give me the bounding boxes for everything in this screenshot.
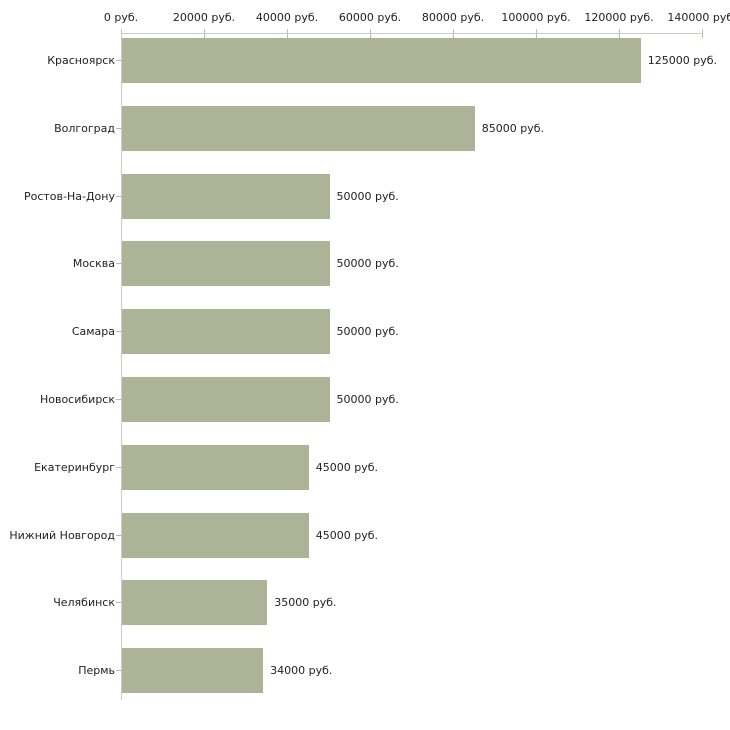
value-label: 45000 руб. <box>315 460 379 474</box>
bar-row: Ростов-На-Дону 50000 руб. <box>24 173 703 219</box>
category-label: Москва <box>72 257 115 271</box>
bar-row: Красноярск 125000 руб. <box>47 38 717 83</box>
bar-row: Волгоград 85000 руб. <box>54 105 703 151</box>
bar-row: Самара 50000 руб. <box>72 309 703 355</box>
y-axis-tick-mark <box>116 670 122 672</box>
plot-area: Красноярск 125000 руб. Волгоград 85000 руб.… <box>9 33 717 700</box>
y-axis-tick-mark <box>116 127 122 129</box>
category-label: Челябинск <box>53 596 115 610</box>
category-label: Красноярск <box>47 54 115 67</box>
value-label: 35000 руб. <box>274 596 337 610</box>
x-axis-tick-label: 80000 руб. <box>421 11 485 24</box>
bar-row: Челябинск 35000 руб. <box>53 580 703 626</box>
x-axis-tick-label: 100000 руб. <box>501 11 571 24</box>
bar <box>122 377 330 422</box>
bar-row: Екатеринбург 45000 руб. <box>34 444 703 490</box>
y-axis-tick-mark <box>116 399 122 400</box>
bar-row: Пермь 34000 руб. <box>78 648 703 694</box>
x-axis-tick-label: 60000 руб. <box>338 11 402 24</box>
value-label: 50000 руб. <box>336 257 399 271</box>
bar <box>122 38 641 83</box>
bar-row: Москва 50000 руб. <box>73 241 703 287</box>
value-label: 85000 руб. <box>481 121 545 135</box>
x-axis-tick-label: 120000 руб. <box>584 11 654 24</box>
value-label: 50000 руб. <box>336 325 399 339</box>
y-axis-tick-mark <box>116 60 122 61</box>
value-label: 50000 руб. <box>336 189 399 203</box>
y-axis-tick-mark <box>116 602 122 604</box>
category-label: Самара <box>71 325 115 339</box>
bar <box>122 105 475 151</box>
value-label: 45000 руб. <box>315 528 379 542</box>
bar <box>122 512 309 558</box>
value-label: 50000 руб. <box>336 393 399 406</box>
bar <box>122 444 309 490</box>
bar <box>122 648 264 694</box>
y-axis-tick-mark <box>116 263 122 265</box>
bar-row: Новосибирск 50000 руб. <box>40 377 703 422</box>
value-label: 34000 руб. <box>270 664 333 678</box>
x-axis-tick-label: 140000 руб. <box>667 11 730 24</box>
category-label: Новосибирск <box>39 393 115 406</box>
y-axis-tick-mark <box>116 534 122 536</box>
y-axis-tick-mark <box>116 195 122 197</box>
bar <box>122 173 330 219</box>
category-label: Екатеринбург <box>34 460 115 474</box>
x-axis-tick-label: 0 руб. <box>103 11 139 24</box>
category-label: Ростов-На-Дону <box>23 189 115 203</box>
bar <box>122 580 268 626</box>
category-label: Пермь <box>78 664 115 678</box>
x-axis-tick-label: 40000 руб. <box>255 11 319 24</box>
bar <box>122 241 330 287</box>
y-axis-tick-mark <box>116 466 122 468</box>
category-label: Нижний Новгород <box>9 528 115 542</box>
value-label: 125000 руб. <box>647 54 718 67</box>
x-axis-tick-label: 20000 руб. <box>172 11 236 24</box>
bar-row: Нижний Новгород 45000 руб. <box>9 512 703 558</box>
category-label: Волгоград <box>54 121 115 135</box>
bar <box>122 309 330 355</box>
y-axis-tick-mark <box>116 331 122 333</box>
